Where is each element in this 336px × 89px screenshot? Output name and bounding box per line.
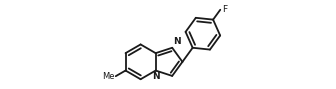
Text: Me: Me [102,72,114,81]
Text: N: N [152,72,160,81]
Text: F: F [222,5,228,14]
Text: N: N [173,37,181,46]
